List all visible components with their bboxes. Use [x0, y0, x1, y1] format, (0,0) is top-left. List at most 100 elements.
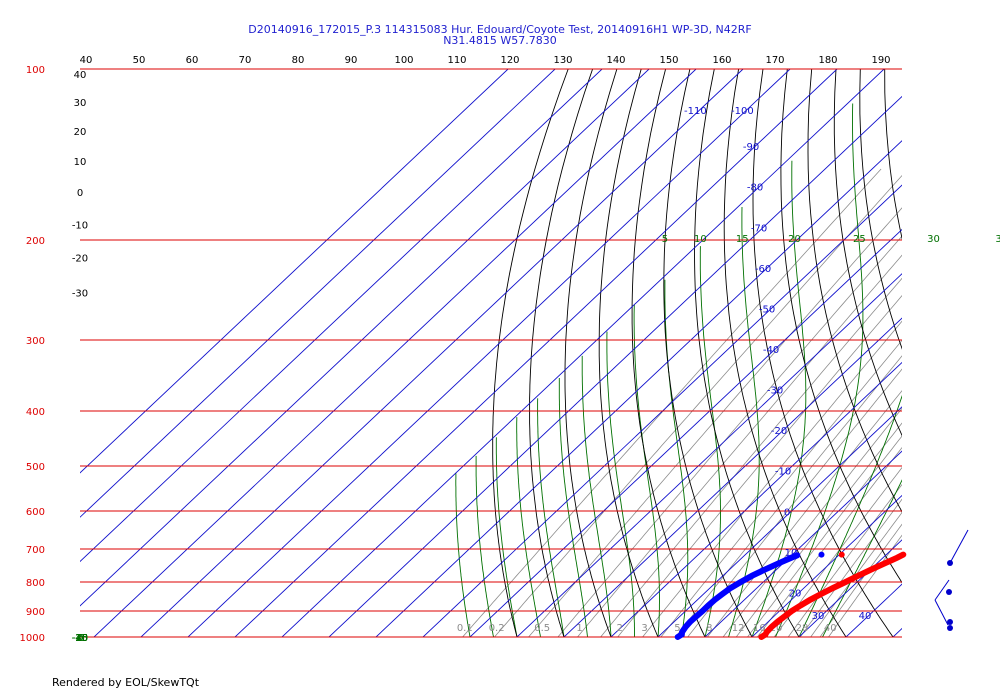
dry-adiabat-label: 60: [186, 55, 199, 66]
moist-adiabat-line: [495, 437, 518, 637]
dry-adiabat-line: [598, 69, 659, 637]
isotherm-label: 30: [812, 611, 825, 622]
pressure-label: 800: [26, 578, 45, 589]
isotherm-line: [187, 69, 791, 637]
temperature-trace: [758, 551, 907, 640]
moist-adiabat-label: 0: [77, 633, 83, 644]
isotherm-line: [704, 450, 902, 637]
mixing-ratio-line: [810, 511, 902, 637]
moist-adiabat-line: [516, 417, 541, 637]
moist-adiabat-label: -30: [72, 633, 88, 644]
dry-adiabat-label: -10: [72, 220, 88, 231]
wind-barb-staff: [949, 529, 969, 564]
mixing-ratio-line: [494, 174, 902, 637]
dry-adiabat-label: -20: [72, 254, 88, 265]
mixing-ratio-label: 0.1: [457, 623, 473, 634]
dry-adiabat-label: 0: [77, 188, 83, 199]
mixing-ratio-line: [675, 355, 902, 637]
mixing-ratio-line: [735, 422, 902, 637]
moist-adiabat-label: -15: [72, 633, 88, 644]
mixing-ratio-label: 28: [796, 623, 809, 634]
mixing-ratio-line: [707, 390, 902, 637]
moist-adiabat-line: [606, 331, 635, 637]
dry-adiabat-label: 40: [80, 55, 93, 66]
pressure-label: 200: [26, 236, 45, 247]
mixing-ratio-label: 2: [617, 623, 623, 634]
mixing-ratio-line: [660, 339, 902, 637]
mixing-ratio-line: [577, 254, 902, 637]
mixing-ratio-line: [642, 320, 902, 637]
mixing-ratio-label: 8: [706, 623, 712, 634]
dewpoint-marker: [818, 551, 825, 558]
dry-adiabat-label: 170: [765, 55, 784, 66]
dry-adiabat-line: [958, 69, 1000, 637]
isotherm-line: [375, 140, 902, 637]
isotherm-line: [469, 228, 902, 637]
isotherm-label: -100: [731, 106, 754, 117]
mixing-ratio-line: [787, 483, 902, 637]
dry-adiabat-line: [752, 69, 894, 637]
mixing-ratio-line: [747, 435, 902, 637]
footer-credit: Rendered by EOL/SkewTQt: [52, 676, 200, 689]
dry-adiabat-line: [663, 69, 753, 637]
mixing-ratio-line: [828, 534, 902, 637]
pressure-label: 300: [26, 336, 45, 347]
moist-adiabat-line: [581, 355, 612, 637]
wind-barb-dot: [947, 560, 953, 566]
moist-adiabat-label: -40: [72, 633, 88, 644]
dry-adiabat-line: [807, 69, 902, 513]
dry-adiabat-line: [884, 69, 902, 241]
pressure-label: 400: [26, 407, 45, 418]
chart-title: D20140916_172015_P.3 114315083 Hur. Edou…: [248, 23, 752, 36]
moist-adiabat-line: [475, 455, 494, 637]
isotherm-label: 10: [785, 548, 798, 559]
mixing-ratio-line: [600, 277, 902, 637]
pressure-label: 600: [26, 507, 45, 518]
isotherm-label: -30: [767, 386, 783, 397]
isotherm-line: [845, 583, 902, 637]
dry-adiabat-label: 120: [500, 55, 519, 66]
dry-adiabat-label: 140: [606, 55, 625, 66]
dry-adiabat-label: 90: [345, 55, 358, 66]
isotherm-line: [328, 95, 902, 637]
mixing-ratio-line: [687, 368, 902, 637]
moist-adiabat-label: 10: [694, 234, 707, 245]
isotherm-line: [892, 627, 902, 637]
isotherm-line: [93, 69, 697, 637]
moist-adiabat-line: [751, 160, 807, 637]
isotherm-label: -50: [759, 304, 775, 315]
mixing-ratio-label: 0.5: [534, 623, 550, 634]
mixing-ratio-line: [462, 168, 882, 637]
mixing-ratio-label: 1: [576, 623, 582, 634]
isotherm-label: 0: [784, 507, 790, 518]
isotherm-label: 20: [789, 588, 802, 599]
dry-adiabat-label: 180: [818, 55, 837, 66]
isotherm-line: [80, 69, 650, 607]
isotherm-line: [516, 273, 902, 637]
moist-adiabat-line: [775, 103, 864, 637]
moist-adiabat-label: -20: [72, 633, 88, 644]
isotherm-label: -90: [743, 142, 759, 153]
isotherm-label: -110: [684, 106, 707, 117]
moist-adiabat-label: 5: [662, 234, 668, 245]
dry-adiabat-label: 10: [74, 157, 87, 168]
mixing-ratio-label: 3: [641, 623, 647, 634]
isotherm-line: [422, 184, 902, 637]
dry-adiabat-label: 30: [74, 98, 87, 109]
wind-barb-dot: [947, 619, 953, 625]
moist-adiabat-label: 15: [736, 234, 749, 245]
moist-adiabat-label: -25: [72, 633, 88, 644]
dry-adiabat-line: [909, 69, 1000, 637]
isotherm-label: -10: [775, 467, 791, 478]
dry-adiabat-line: [694, 69, 800, 637]
isotherm-line: [80, 69, 556, 518]
isotherm-line: [80, 69, 603, 563]
moist-adiabat-line: [728, 206, 760, 637]
wind-barbs: [934, 529, 969, 631]
mixing-ratio-label: 16: [753, 623, 766, 634]
moist-adiabat-label: -10: [72, 633, 88, 644]
isotherm-label: -60: [755, 264, 771, 275]
mixing-ratio-line: [617, 294, 902, 637]
